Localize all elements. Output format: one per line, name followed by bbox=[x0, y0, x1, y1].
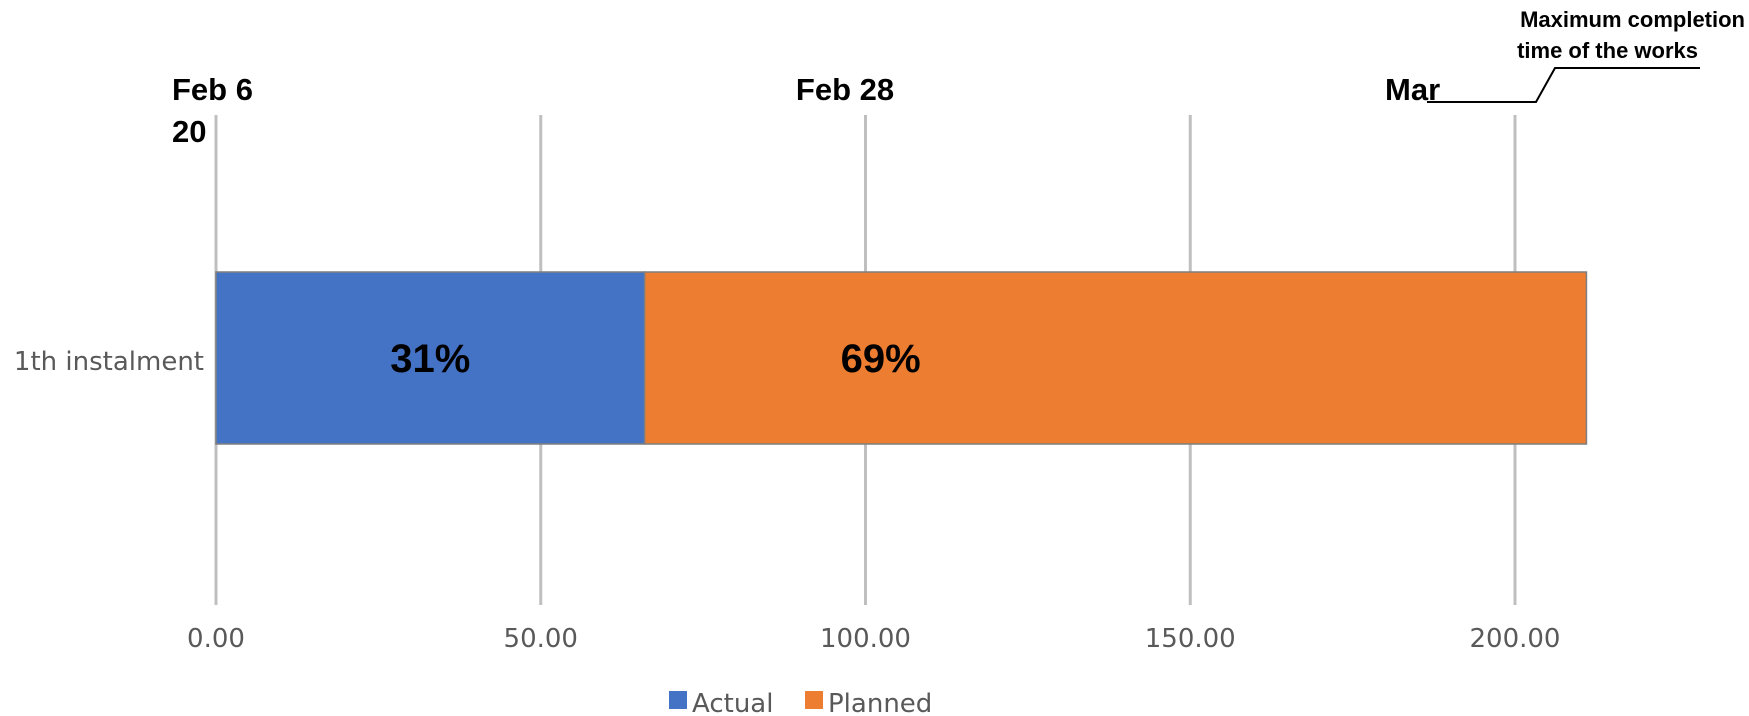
category-label: 1th instalment bbox=[14, 347, 204, 377]
x-tick-labels: 0.00 50.00 100.00 150.00 200.00 bbox=[187, 624, 1560, 654]
bar-planned bbox=[643, 271, 1588, 445]
date-marker-feb-6: Feb 6 bbox=[172, 72, 253, 107]
note-line-2: time of the works bbox=[1517, 38, 1698, 63]
x-tick-label-150: 150.00 bbox=[1145, 624, 1236, 654]
legend-label-actual: Actual bbox=[692, 689, 773, 716]
bars bbox=[215, 271, 1588, 445]
legend-swatch-planned bbox=[805, 691, 823, 709]
x-tick-label-100: 100.00 bbox=[820, 624, 911, 654]
legend-label-planned: Planned bbox=[828, 689, 932, 716]
note-leader-line bbox=[1427, 67, 1700, 103]
x-tick-label-200: 200.00 bbox=[1470, 624, 1561, 654]
bar-labels: 31% 69% bbox=[390, 337, 920, 381]
date-marker-20: 20 bbox=[172, 114, 206, 149]
legend-swatch-actual bbox=[669, 691, 687, 709]
note-line-1: Maximum completion bbox=[1520, 7, 1745, 32]
legend: Actual Planned bbox=[669, 689, 932, 716]
data-label-planned: 69% bbox=[841, 337, 921, 381]
date-marker-feb-28: Feb 28 bbox=[796, 72, 894, 107]
x-tick-label-50: 50.00 bbox=[504, 624, 578, 654]
x-tick-label-0: 0.00 bbox=[187, 624, 245, 654]
bar-actual bbox=[215, 271, 646, 445]
data-label-actual: 31% bbox=[390, 337, 470, 381]
